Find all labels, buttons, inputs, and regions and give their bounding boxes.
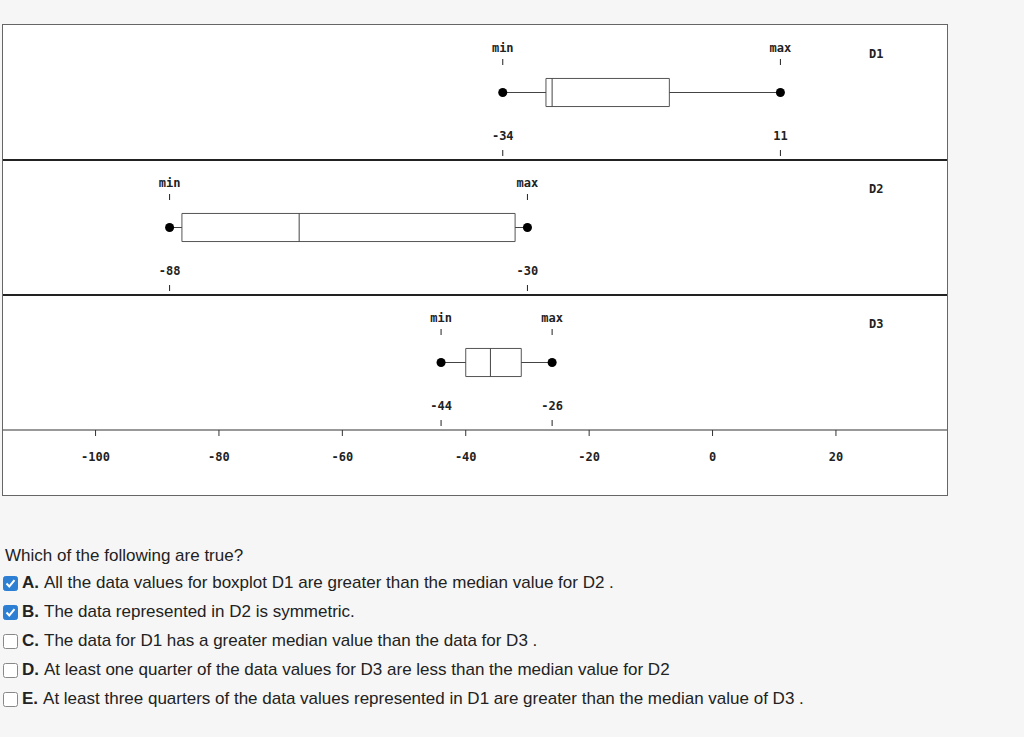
html-text:Which of the following are tru: Which of the following are true? [5, 546, 244, 565]
html-text:D3: D3 [869, 317, 884, 331]
svg-text:-20: -20 [578, 450, 600, 464]
html-text:C. The data for D1 has a great: C. The data for D1 has a greater median … [22, 631, 538, 650]
svg-text:-100: -100 [81, 450, 110, 464]
svg-text:-60: -60 [332, 450, 354, 464]
html-text:E. At least three quarters of: E. At least three quarters of the data v… [22, 689, 804, 708]
svg-text:-80: -80 [208, 450, 230, 464]
svg-text:min: min [492, 41, 514, 55]
svg-text:min: min [159, 176, 181, 190]
svg-text:-44: -44 [430, 399, 452, 413]
svg-text:0: 0 [709, 450, 716, 464]
svg-text:-30: -30 [517, 264, 539, 278]
html-text:D2: D2 [869, 182, 884, 196]
svg-text:max: max [517, 176, 539, 190]
svg-text:-88: -88 [159, 264, 181, 278]
svg-text:max: max [541, 311, 563, 325]
svg-text:-40: -40 [455, 450, 477, 464]
svg-text:-26: -26 [541, 399, 563, 413]
html-text:B. The data represented in D2: B. The data represented in D2 is symmetr… [22, 602, 355, 621]
html-text:A. All the data values for box: A. All the data values for boxplot D1 ar… [22, 573, 614, 592]
svg-text:20: 20 [829, 450, 843, 464]
svg-text:max: max [770, 41, 792, 55]
html-text:D. At least one quarter of the: D. At least one quarter of the data valu… [22, 660, 670, 679]
html-text:D1: D1 [869, 47, 884, 61]
svg-text:11: 11 [773, 129, 787, 143]
svg-text:min: min [430, 311, 452, 325]
svg-text:-34: -34 [492, 129, 514, 143]
